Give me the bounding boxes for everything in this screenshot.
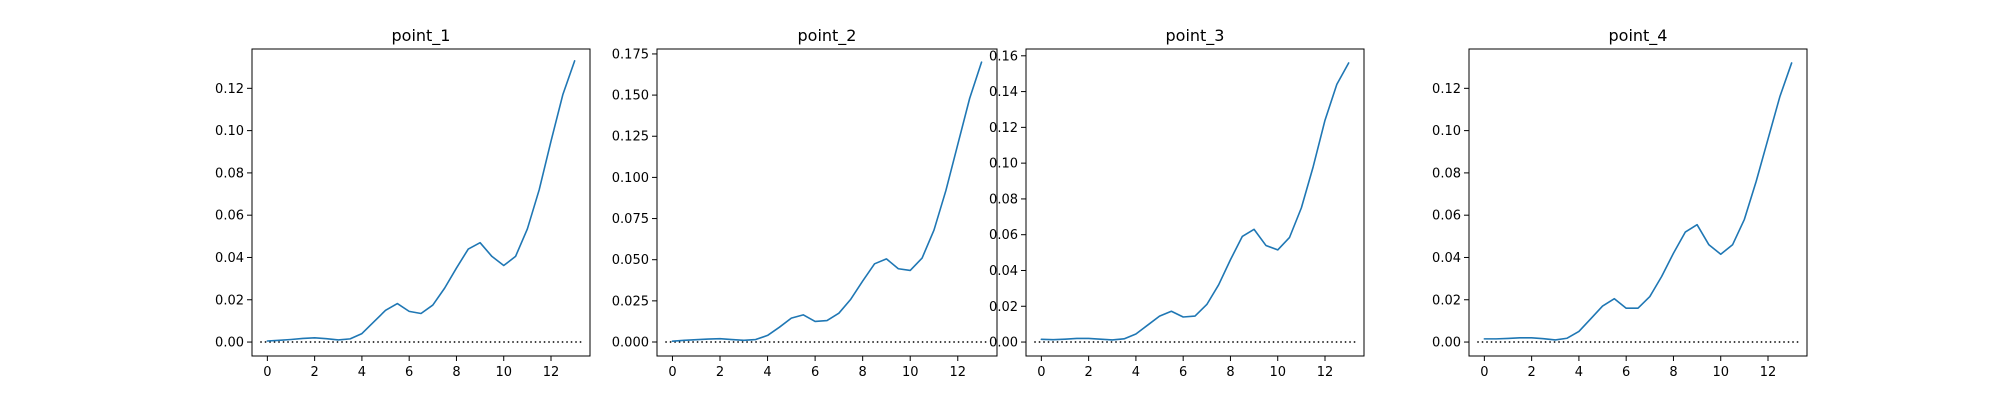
x-tick-label: 8 [859, 365, 867, 380]
chart-panel-1: point_1 0 2 4 6 8 10 12 0.00 0.02 0.04 0.06 0.08 0.10… [215, 26, 591, 380]
chart-title: point_1 [392, 26, 451, 46]
x-tick-label: 8 [452, 365, 460, 380]
y-tick-label: 0.12 [215, 82, 244, 97]
y-tick-label: 0.075 [612, 212, 649, 227]
x-tick-label: 2 [1084, 365, 1092, 380]
x-tick-label: 0 [263, 365, 271, 380]
x-tick-label: 2 [716, 365, 724, 380]
y-tick-label: 0.00 [215, 336, 244, 351]
y-tick-label: 0.100 [612, 171, 649, 186]
y-tick-label: 0.14 [989, 85, 1018, 100]
y-tick-label: 0.08 [215, 166, 244, 181]
axes-frame [251, 48, 591, 357]
chart-panel-2: point_2 0 2 4 6 8 10 12 0.000 0.025 0.050 0.075 0.10… [612, 26, 998, 380]
y-tick-label: 0.06 [989, 228, 1018, 243]
y-tick-label: 0.00 [1432, 336, 1461, 351]
x-tick-label: 4 [763, 365, 771, 380]
x-tick-label: 2 [310, 365, 318, 380]
axes-frame [1025, 48, 1365, 357]
series-line [266, 60, 576, 342]
y-tick-label: 0.000 [612, 336, 649, 351]
x-tick-label: 12 [1760, 365, 1777, 380]
y-tick-label: 0.12 [989, 121, 1018, 136]
y-tick-label: 0.025 [612, 294, 649, 309]
x-tick-label: 12 [543, 365, 560, 380]
x-tick-label: 10 [1269, 365, 1286, 380]
y-tick-label: 0.08 [1432, 166, 1461, 181]
y-tick-label: 0.06 [1432, 209, 1461, 224]
series-line [1040, 62, 1350, 341]
x-tick-label: 6 [811, 365, 819, 380]
x-tick-label: 12 [949, 365, 966, 380]
chart-title: point_3 [1166, 26, 1225, 46]
x-tick-label: 12 [1317, 365, 1334, 380]
y-tick-label: 0.125 [612, 130, 649, 145]
y-tick-label: 0.06 [215, 209, 244, 224]
x-tick-label: 2 [1527, 365, 1535, 380]
y-tick-label: 0.10 [1432, 124, 1461, 139]
y-tick-label: 0.150 [612, 89, 649, 104]
axes-frame [656, 48, 998, 357]
x-tick-label: 6 [1622, 365, 1630, 380]
y-tick-label: 0.10 [989, 157, 1018, 172]
y-tick-label: 0.16 [989, 49, 1018, 64]
chart-panel-3: point_3 0 2 4 6 8 10 12 0.00 0.02 0.04 0.06 0.08 0.10… [989, 26, 1365, 380]
x-tick-label: 10 [495, 365, 512, 380]
x-tick-label: 8 [1226, 365, 1234, 380]
y-tick-label: 0.02 [215, 293, 244, 308]
y-tick-label: 0.050 [612, 253, 649, 268]
x-tick-label: 4 [1132, 365, 1140, 380]
series-line [1483, 62, 1793, 341]
y-tick-label: 0.10 [215, 124, 244, 139]
x-tick-label: 0 [668, 365, 676, 380]
series-line [671, 61, 983, 342]
y-tick-label: 0.175 [612, 47, 649, 62]
y-tick-label: 0.12 [1432, 82, 1461, 97]
y-tick-label: 0.04 [989, 264, 1018, 279]
chart-title: point_2 [798, 26, 857, 46]
y-tick-label: 0.04 [215, 251, 244, 266]
y-tick-label: 0.08 [989, 192, 1018, 207]
axes-frame [1468, 48, 1808, 357]
x-tick-label: 4 [358, 365, 366, 380]
y-tick-label: 0.00 [989, 336, 1018, 351]
x-tick-label: 8 [1669, 365, 1677, 380]
x-tick-label: 6 [405, 365, 413, 380]
x-tick-label: 0 [1480, 365, 1488, 380]
y-tick-label: 0.02 [1432, 293, 1461, 308]
y-tick-label: 0.04 [1432, 251, 1461, 266]
chart-panel-4: point_4 0 2 4 6 8 10 12 0.00 0.02 0.04 0.06 0.08 0.10… [1432, 26, 1808, 380]
x-tick-label: 0 [1037, 365, 1045, 380]
y-tick-label: 0.02 [989, 300, 1018, 315]
x-tick-label: 6 [1179, 365, 1187, 380]
chart-title: point_4 [1609, 26, 1668, 46]
x-tick-label: 4 [1575, 365, 1583, 380]
x-tick-label: 10 [902, 365, 919, 380]
x-tick-label: 10 [1712, 365, 1729, 380]
